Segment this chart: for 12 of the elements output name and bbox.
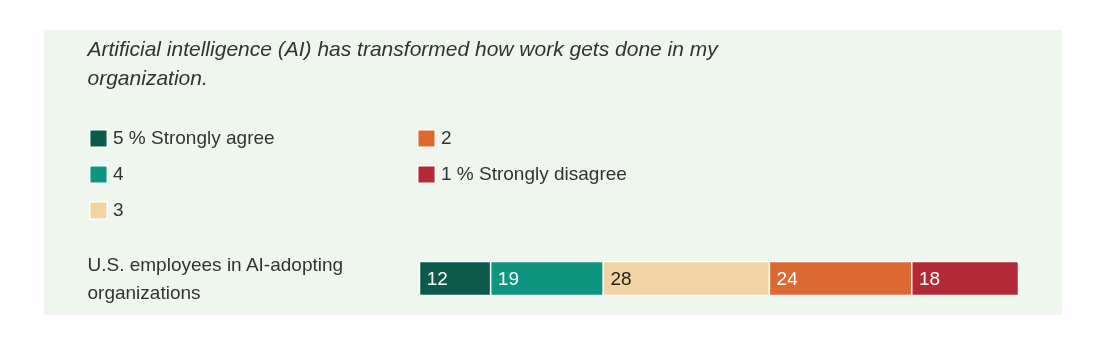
- data-label: 19: [497, 268, 519, 289]
- legend-label: 3: [113, 199, 125, 221]
- legend-label: 4: [113, 163, 125, 185]
- data-label: 28: [610, 268, 632, 289]
- chart-title: Artificial intelligence (AI) has transformed how work gets done in my organization.: [85, 36, 720, 90]
- legend-label: 5 % Strongly agree: [113, 127, 276, 149]
- data-label: 24: [776, 268, 799, 289]
- legend-label: 2: [441, 127, 453, 149]
- data-label: 12: [426, 268, 448, 289]
- legend-label: 1 % Strongly disagree: [441, 163, 628, 185]
- data-label: 18: [918, 268, 941, 289]
- y-tick-label: U.S. employees in AI-adopting organizations: [87, 253, 344, 304]
